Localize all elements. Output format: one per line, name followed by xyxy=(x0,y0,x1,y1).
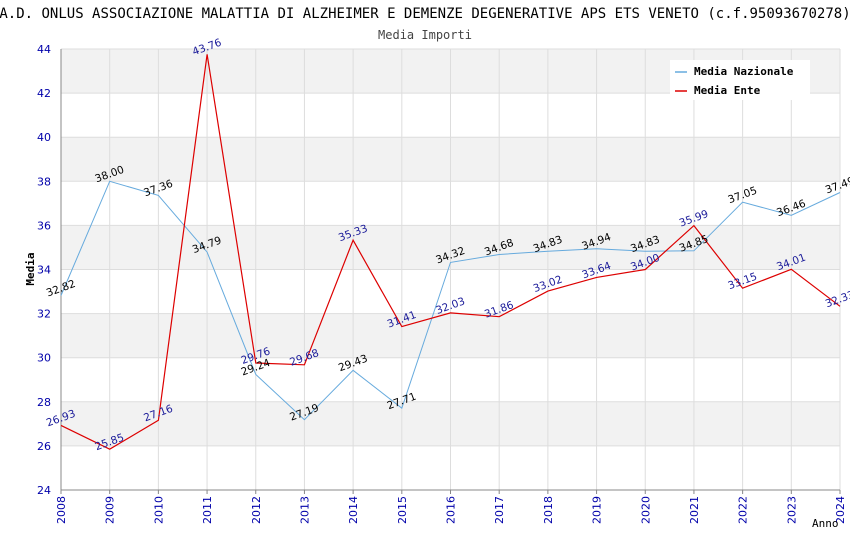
x-tick-label: 2012 xyxy=(250,496,263,524)
y-tick-label: 44 xyxy=(37,43,51,56)
x-tick-label: 2008 xyxy=(55,496,68,524)
y-tick-label: 42 xyxy=(37,87,51,100)
y-tick-label: 26 xyxy=(37,440,51,453)
legend-label-media-nazionale: Media Nazionale xyxy=(694,65,794,78)
y-tick-label: 30 xyxy=(37,352,51,365)
x-tick-label: 2014 xyxy=(347,496,360,524)
x-tick-label: 2023 xyxy=(785,496,798,524)
series-lines xyxy=(60,54,841,450)
x-tick-label: 2020 xyxy=(639,496,652,524)
y-axis-label: Media xyxy=(24,252,37,285)
chart-title: A.D. ONLUS ASSOCIAZIONE MALATTIA DI ALZH… xyxy=(0,6,850,22)
y-tick-label: 24 xyxy=(37,484,51,497)
legend-label-media-ente: Media Ente xyxy=(694,84,761,97)
x-tick-label: 2015 xyxy=(396,496,409,524)
x-tick-label: 2018 xyxy=(542,496,555,524)
y-tick-label: 36 xyxy=(37,219,51,232)
x-tick-label: 2017 xyxy=(493,496,506,524)
series-line-media-ente xyxy=(60,54,841,450)
y-tick-label: 34 xyxy=(37,264,51,277)
x-tick-labels: 2008 2009 2010 2011 2012 2013 2014 2015 2016 2017… xyxy=(55,496,847,524)
x-tick-label: 2011 xyxy=(201,496,214,524)
y-tick-label: 28 xyxy=(37,396,51,409)
x-tick-label: 2019 xyxy=(591,496,604,524)
y-tick-labels: 24 26 28 30 32 34 36 38 40 42 44 xyxy=(37,43,51,497)
legend: Media Nazionale Media Ente xyxy=(670,60,810,100)
legend-box xyxy=(670,60,810,100)
x-tick-label: 2021 xyxy=(688,496,701,524)
x-tick-label: 2024 xyxy=(834,496,847,524)
x-tick-label: 2013 xyxy=(298,496,311,524)
x-tick-label: 2009 xyxy=(104,496,117,524)
chart-subtitle: Media Importi xyxy=(378,28,472,42)
x-tick-label: 2016 xyxy=(445,496,458,524)
y-tick-label: 40 xyxy=(37,131,51,144)
y-tick-label: 32 xyxy=(37,308,51,321)
x-tick-label: 2010 xyxy=(152,496,165,524)
y-tick-label: 38 xyxy=(37,175,51,188)
x-axis-label: Anno xyxy=(812,517,839,530)
series-line-media-nazionale xyxy=(60,180,841,421)
x-tick-label: 2022 xyxy=(737,496,750,524)
axes xyxy=(60,49,841,494)
